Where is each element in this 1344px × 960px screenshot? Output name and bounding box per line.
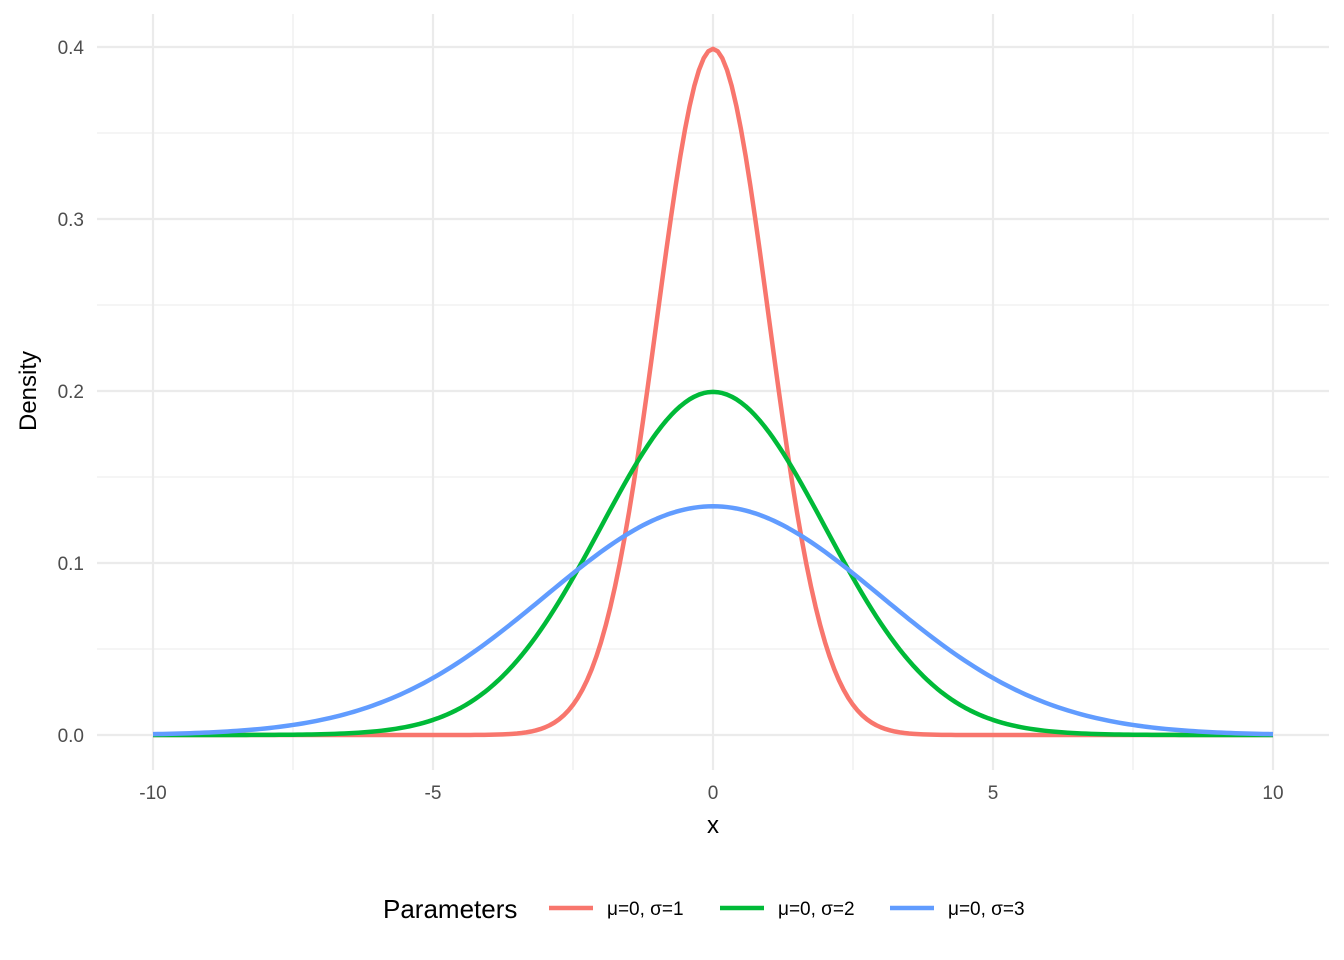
- series-lines: [152, 46, 1274, 738]
- y-tick-labels: 0.0 0.1 0.2 0.3 0.4: [58, 38, 85, 747]
- legend-item: μ=0, σ=1: [549, 899, 684, 920]
- x-tick-label: 5: [988, 783, 999, 804]
- legend-item: μ=0, σ=2: [720, 899, 855, 920]
- y-tick-label: 0.2: [58, 382, 84, 403]
- y-tick-label: 0.3: [58, 210, 84, 231]
- x-axis-title: x: [707, 812, 719, 839]
- x-tick-label: -10: [139, 783, 166, 804]
- legend-item: μ=0, σ=3: [890, 899, 1025, 920]
- y-tick-label: 0.4: [58, 38, 85, 59]
- legend-label: μ=0, σ=2: [778, 899, 855, 920]
- legend: Parameters μ=0, σ=1 μ=0, σ=2 μ=0, σ=3: [383, 894, 1025, 924]
- legend-items: μ=0, σ=1 μ=0, σ=2 μ=0, σ=3: [549, 899, 1025, 920]
- x-tick-label: 10: [1262, 783, 1283, 804]
- x-tick-label: 0: [708, 783, 719, 804]
- x-tick-labels: -10 -5 0 5 10: [139, 783, 1283, 804]
- legend-title: Parameters: [383, 894, 517, 924]
- series-line-3: [152, 504, 1274, 737]
- y-tick-label: 0.1: [58, 554, 84, 575]
- legend-label: μ=0, σ=3: [948, 899, 1025, 920]
- series-line-2: [153, 389, 1273, 738]
- legend-label: μ=0, σ=1: [607, 899, 684, 920]
- x-tick-label: -5: [425, 783, 442, 804]
- y-tick-label: 0.0: [58, 726, 84, 747]
- y-axis-title: Density: [15, 351, 42, 431]
